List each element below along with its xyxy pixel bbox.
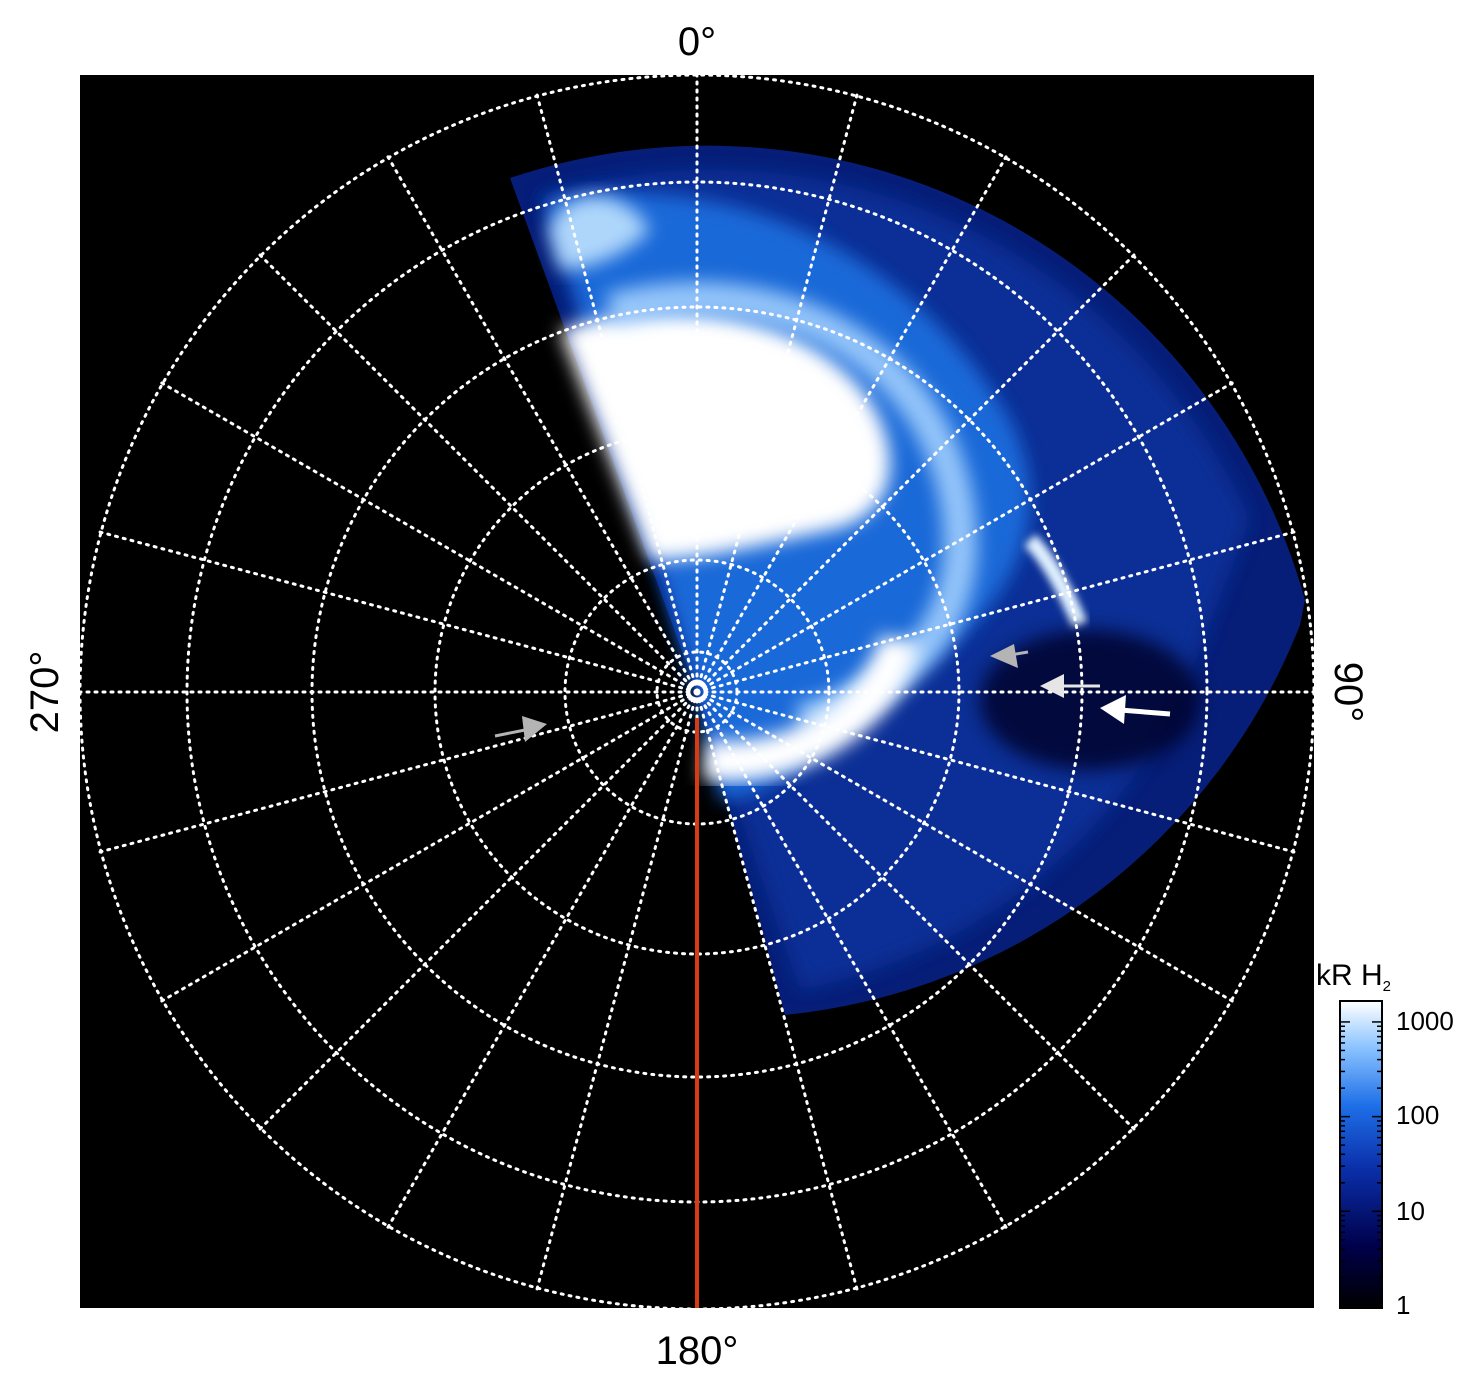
grid-spoke	[257, 252, 699, 694]
grid-spoke	[96, 690, 699, 854]
aurora-bright-upper	[548, 196, 650, 270]
grid-spoke	[695, 380, 1236, 694]
aurora-bright-core	[560, 312, 890, 560]
colorbar-tick-10: 10	[1396, 1196, 1425, 1226]
colorbar-minor-ticks	[1340, 1021, 1382, 1307]
grid-spoke	[158, 380, 699, 694]
arrows	[494, 644, 1171, 742]
grid-spoke	[695, 690, 1236, 1004]
grid-spoke	[535, 690, 699, 1293]
aurora-spot	[1024, 534, 1088, 628]
grid-spoke	[695, 690, 1009, 1231]
label-180deg: 180°	[656, 1329, 739, 1373]
arrow-gray-left	[494, 716, 547, 742]
grid-spoke	[385, 153, 699, 694]
grid-spoke	[535, 91, 699, 694]
grid-spoke	[96, 530, 699, 694]
label-0deg: 0°	[678, 20, 716, 64]
colorbar-tick-1: 1	[1396, 1290, 1410, 1320]
grid-spoke	[695, 91, 859, 694]
colorbar-tick-1000: 1000	[1396, 1006, 1454, 1036]
colorbar: kR H2 1000 100 10 1	[1316, 959, 1454, 1320]
colorbar-title: kR H2	[1316, 959, 1391, 995]
grid-spoke	[385, 690, 699, 1231]
arrow-white-small	[1040, 674, 1100, 698]
grid-spoke	[695, 153, 1009, 694]
colorbar-title-main: kR H	[1316, 959, 1383, 992]
label-90deg: 90°	[1326, 662, 1370, 723]
grid-spoke	[158, 690, 699, 1004]
grid-spoke	[257, 690, 699, 1132]
arrow-white-large	[1100, 695, 1171, 724]
grid-spoke	[695, 690, 859, 1293]
colorbar-title-sub: 2	[1383, 978, 1391, 995]
aurora-dark-region	[980, 630, 1200, 770]
colorbar-tick-100: 100	[1396, 1100, 1439, 1130]
label-270deg: 270°	[23, 651, 67, 734]
grid-spoke	[695, 690, 1137, 1132]
arrow-gray-upper	[990, 644, 1029, 668]
grid-spoke	[695, 530, 1298, 694]
grid-spoke	[695, 252, 1137, 694]
grid-spoke	[695, 690, 1298, 854]
colorbar-gradient	[1339, 1000, 1383, 1309]
